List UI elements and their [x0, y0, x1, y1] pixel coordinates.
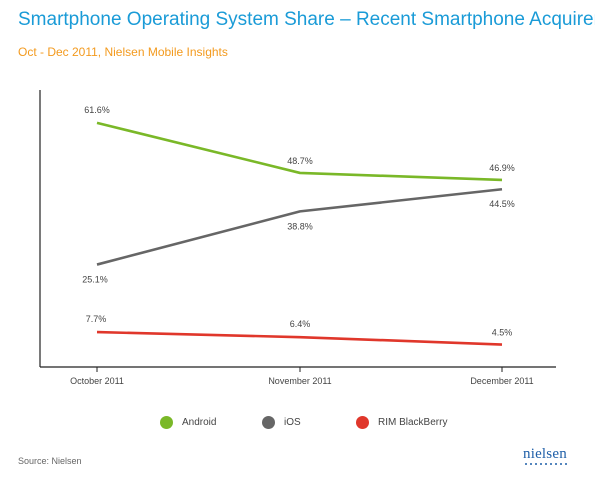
series-line-android — [96, 121, 503, 182]
chart-subtitle: Oct - Dec 2011, Nielsen Mobile Insights — [18, 45, 228, 59]
chart-legend: Android iOS RIM BlackBerry — [0, 416, 595, 436]
data-label: 46.9% — [489, 163, 515, 173]
data-label: 6.4% — [290, 319, 311, 329]
legend-swatch-icon — [160, 416, 173, 429]
nielsen-logo: nielsen — [523, 446, 583, 470]
legend-label: RIM BlackBerry — [378, 417, 448, 428]
data-label: 48.7% — [287, 156, 313, 166]
logo-wordmark: nielsen — [523, 446, 567, 462]
legend-item-rim-blackberry: RIM BlackBerry — [356, 416, 447, 429]
logo-dots-icon — [523, 463, 583, 465]
legend-swatch-icon — [356, 416, 369, 429]
data-label: 7.7% — [86, 314, 107, 324]
data-label: 38.8% — [287, 221, 313, 231]
source-note: Source: Nielsen — [18, 456, 82, 466]
data-label: 4.5% — [492, 328, 513, 338]
x-tick-label: October 2011 — [70, 376, 124, 386]
data-label: 61.6% — [84, 105, 110, 115]
x-tick-label: December 2011 — [470, 376, 533, 386]
legend-swatch-icon — [262, 416, 275, 429]
series-line-rim-blackberry — [96, 330, 503, 346]
chart-title: Smartphone Operating System Share – Rece… — [18, 9, 595, 30]
series-line-ios — [96, 187, 503, 266]
data-label: 44.5% — [489, 199, 515, 209]
legend-label: Android — [182, 417, 217, 428]
legend-item-android: Android — [160, 416, 216, 429]
legend-label: iOS — [284, 417, 301, 428]
x-tick-label: November 2011 — [268, 376, 331, 386]
line-chart: 61.6% 48.7% 46.9% 25.1% 38.8% 44.5% 7.7% 6.4% 4.… — [39, 90, 556, 386]
legend-item-ios: iOS — [262, 416, 301, 429]
data-label: 25.1% — [82, 275, 108, 285]
